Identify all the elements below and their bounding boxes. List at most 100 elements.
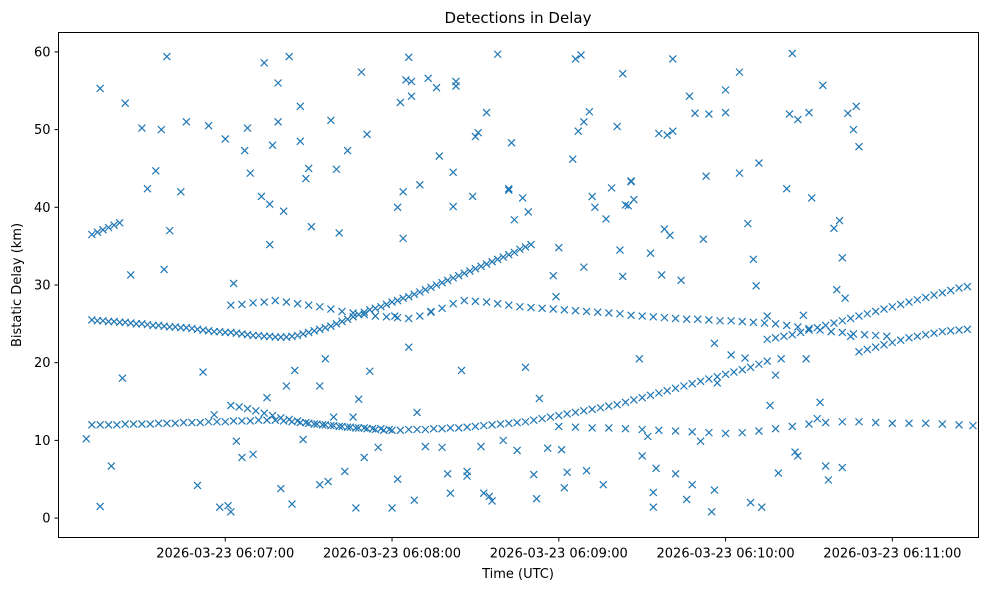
data-point [763, 312, 772, 321]
data-point [249, 450, 257, 459]
data-point [510, 215, 519, 224]
data-point [463, 467, 472, 476]
data-point [324, 477, 333, 486]
data-point [818, 81, 827, 90]
data-point [624, 201, 633, 210]
data-point [304, 164, 313, 173]
data-point [821, 418, 830, 427]
data-point [376, 424, 385, 433]
data-point [582, 307, 591, 316]
x-tick-label: 2026-03-23 06:07:00 [156, 547, 294, 562]
data-point [438, 443, 446, 452]
data-point [563, 468, 572, 477]
data-point [713, 378, 722, 387]
data-point [549, 305, 558, 314]
data-point [613, 400, 622, 409]
data-point [413, 425, 421, 434]
data-point [846, 332, 855, 341]
data-point [432, 83, 441, 92]
data-point [449, 274, 458, 282]
data-point [335, 422, 344, 431]
data-point [410, 290, 419, 299]
data-point [930, 329, 938, 338]
data-point [554, 411, 563, 420]
data-point [326, 322, 335, 331]
data-point [271, 416, 280, 425]
data-point [477, 262, 485, 271]
data-point [838, 316, 847, 325]
data-point [671, 469, 680, 478]
data-point [268, 411, 277, 420]
data-point [360, 310, 369, 319]
data-point [749, 255, 758, 264]
data-point [507, 138, 516, 147]
data-point [704, 316, 713, 324]
data-point [738, 428, 747, 437]
data-point [579, 406, 588, 415]
data-point [538, 304, 547, 313]
data-point [249, 331, 257, 340]
data-point [771, 371, 780, 380]
data-point [791, 448, 799, 456]
data-point [871, 418, 880, 427]
x-tick-label: 2026-03-23 06:09:00 [490, 547, 628, 562]
data-point [693, 315, 702, 324]
data-point [388, 426, 396, 435]
data-point [727, 316, 736, 325]
series-group [763, 282, 972, 356]
data-point [296, 137, 305, 146]
data-point [668, 54, 677, 63]
data-point [838, 328, 847, 337]
data-point [499, 253, 508, 261]
data-point [215, 503, 224, 512]
data-point [513, 418, 522, 427]
data-point [268, 141, 277, 150]
data-point [421, 425, 430, 434]
data-point [710, 339, 719, 348]
data-point [326, 305, 335, 314]
data-point [343, 423, 352, 432]
data-point [204, 417, 213, 426]
data-point [838, 463, 847, 472]
data-point [176, 323, 185, 332]
data-point [82, 434, 91, 443]
data-point [93, 316, 102, 325]
data-point [577, 51, 585, 59]
data-point [780, 332, 788, 341]
data-point [930, 291, 938, 300]
data-point [204, 121, 213, 130]
data-point [402, 75, 410, 84]
data-point [376, 302, 385, 311]
data-point [221, 135, 230, 143]
data-point [963, 282, 972, 291]
data-point [638, 451, 647, 460]
data-point [754, 360, 763, 369]
data-point [905, 298, 913, 307]
data-point [638, 312, 647, 321]
data-point [296, 102, 305, 111]
x-axis-label: Time (UTC) [481, 567, 554, 582]
data-point [282, 298, 291, 307]
data-point [793, 323, 802, 331]
data-point [246, 417, 255, 425]
data-point [304, 328, 313, 337]
data-point [654, 426, 663, 435]
data-point [326, 116, 335, 125]
data-point [529, 470, 538, 479]
data-point [457, 366, 466, 375]
data-point [905, 419, 913, 428]
data-point [841, 294, 850, 303]
data-point [96, 420, 105, 429]
data-point [871, 307, 880, 316]
data-point [921, 330, 930, 339]
data-point [696, 437, 705, 446]
data-point [229, 417, 238, 425]
data-point [777, 354, 786, 363]
data-point [668, 127, 677, 136]
data-point [263, 393, 271, 402]
data-point [427, 283, 435, 292]
data-point [504, 301, 513, 310]
data-point [396, 98, 405, 107]
data-point [871, 343, 880, 352]
